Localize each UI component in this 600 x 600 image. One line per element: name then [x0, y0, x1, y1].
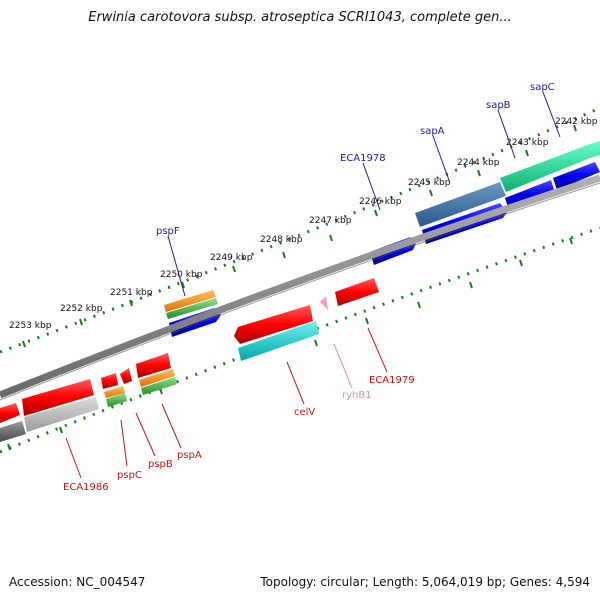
gene-feature[interactable]: [234, 305, 313, 344]
label-leader-lines: [65, 91, 561, 479]
tick-label: 2253 kbp: [9, 321, 52, 331]
gene-labels: sapC sapB sapA ECA1978 pspF ECA1979 ryhB…: [63, 82, 555, 493]
tick-label: 2252 kbp: [60, 304, 103, 314]
gene-feature[interactable]: [141, 377, 177, 395]
gene-label-sapA[interactable]: sapA: [420, 126, 445, 137]
gene-feature[interactable]: [500, 141, 600, 192]
gene-label-ECA1986[interactable]: ECA1986: [63, 482, 109, 493]
genome-backbone: [0, 174, 600, 401]
tick-label: 2242 kbp: [555, 117, 598, 127]
tick-label: 2244 kbp: [457, 158, 500, 168]
tick-label: 2250 kbp: [160, 270, 203, 280]
gene-feature[interactable]: [553, 162, 600, 190]
gene-label-celV[interactable]: celV: [294, 407, 315, 418]
gene-label-ECA1978[interactable]: ECA1978: [340, 153, 386, 164]
gene-feature[interactable]: [120, 368, 132, 384]
gene-feature[interactable]: [22, 379, 94, 416]
gene-feature[interactable]: [164, 290, 216, 312]
gene-label-ryhB1[interactable]: ryhB1: [342, 390, 372, 401]
gene-label-pspC[interactable]: pspC: [117, 470, 142, 481]
gene-label-pspA[interactable]: pspA: [177, 450, 202, 461]
tick-label: 2251 kbp: [110, 288, 153, 298]
scale-tick-labels: 2242 kbp 2243 kbp 2244 kbp 2245 kbp 2246…: [9, 117, 598, 331]
gene-feature[interactable]: [101, 373, 118, 389]
gene-label-ECA1979[interactable]: ECA1979: [369, 375, 415, 386]
gene-label-pspB[interactable]: pspB: [148, 459, 173, 470]
reverse-strand-features: [0, 278, 379, 442]
gene-feature[interactable]: [139, 369, 175, 387]
tick-label: 2245 kbp: [408, 178, 451, 188]
tick-label: 2246 kbp: [359, 197, 402, 207]
gene-feature[interactable]: [104, 386, 125, 398]
tick-label: 2248 kbp: [260, 235, 303, 245]
gene-feature[interactable]: [166, 298, 218, 319]
inner-scale-ruler: [0, 226, 600, 454]
tick-label: 2247 kbp: [309, 216, 352, 226]
gene-feature[interactable]: [0, 403, 20, 423]
tick-label: 2243 kbp: [506, 138, 549, 148]
gene-label-sapB[interactable]: sapB: [486, 100, 511, 111]
gene-feature[interactable]: [238, 321, 319, 361]
gene-feature[interactable]: [0, 421, 26, 442]
gene-feature[interactable]: [136, 353, 171, 378]
gene-feature[interactable]: [335, 278, 379, 306]
gene-feature[interactable]: [24, 397, 99, 432]
tick-label: 2249 kbp: [210, 253, 253, 263]
accession-label: Accession: NC_004547: [9, 575, 146, 589]
gene-feature[interactable]: [106, 393, 127, 407]
gene-label-sapC[interactable]: sapC: [530, 82, 555, 93]
gene-feature[interactable]: [415, 182, 506, 227]
gene-label-pspF[interactable]: pspF: [156, 226, 180, 237]
outer-scale-ruler: [0, 106, 600, 354]
genome-summary-label: Topology: circular; Length: 5,064,019 bp…: [260, 575, 590, 589]
gene-feature[interactable]: [320, 296, 328, 310]
map-title: Erwinia carotovora subsp. atroseptica SC…: [88, 10, 512, 25]
